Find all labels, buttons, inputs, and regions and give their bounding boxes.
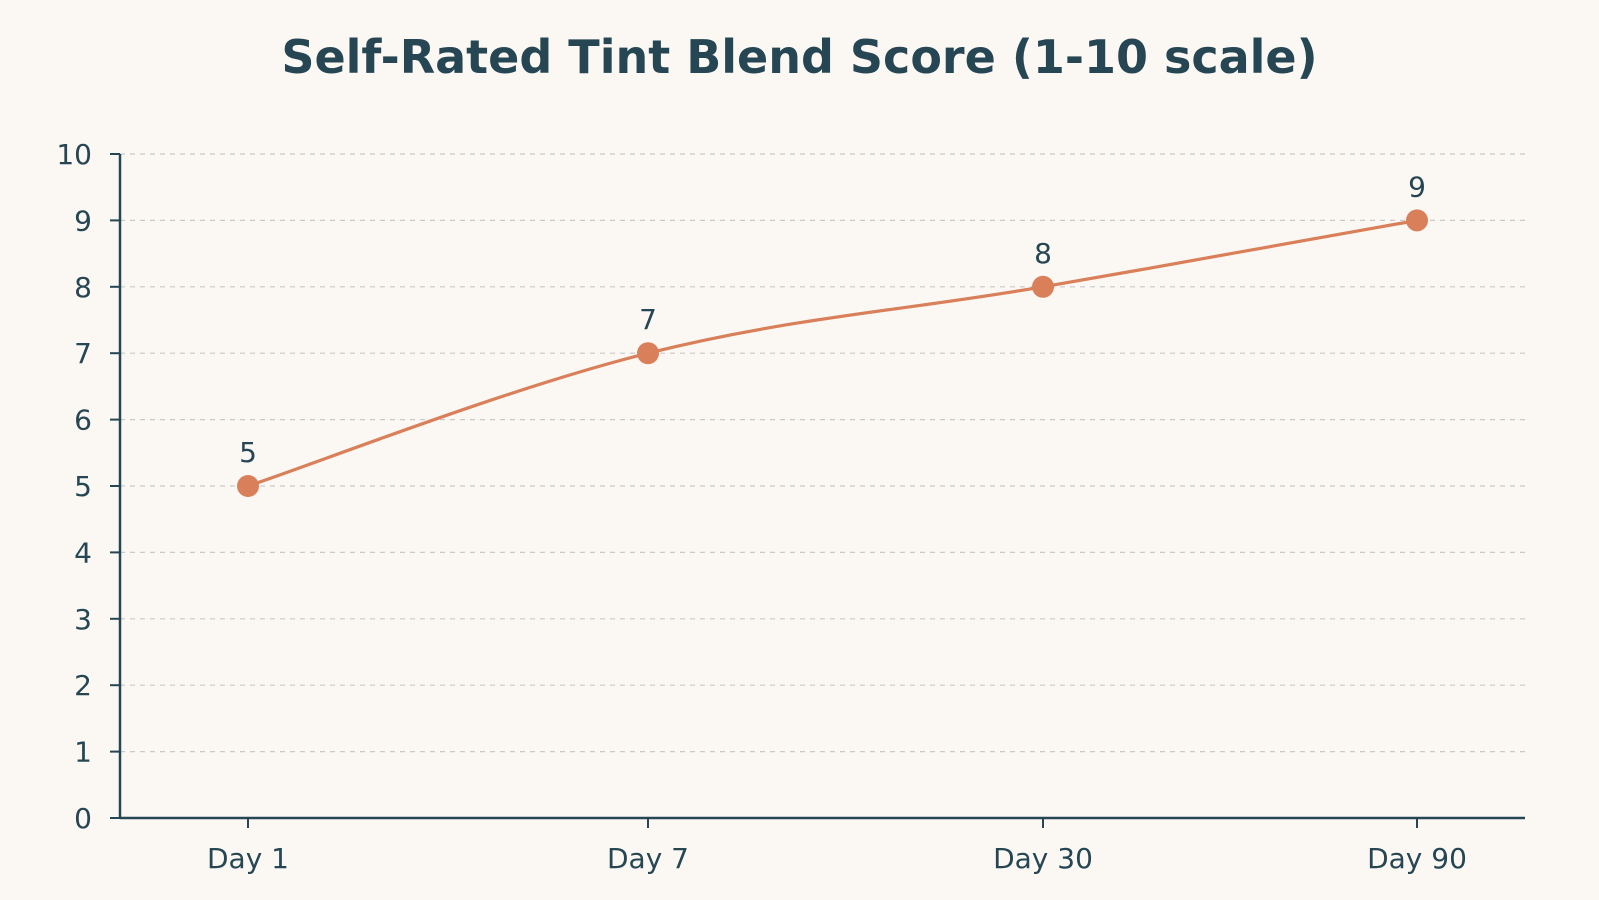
data-point-day-30 bbox=[1032, 275, 1054, 298]
data-label-day-7: 7 bbox=[639, 303, 657, 336]
chart-title: Self-Rated Tint Blend Score (1-10 scale) bbox=[281, 30, 1318, 84]
data-point-day-1 bbox=[237, 475, 259, 497]
data-label-day-1: 5 bbox=[239, 436, 257, 469]
axis-layer: 0 1 2 3 4 5 6 7 8 9 10 Day 1 Day 7 Day 30 Day 90 bbox=[56, 138, 1525, 875]
data-label-day-90: 9 bbox=[1408, 170, 1426, 203]
y-tick-label-5: 5 bbox=[74, 470, 92, 503]
data-label-day-30: 8 bbox=[1034, 237, 1052, 270]
data-point-day-90 bbox=[1406, 209, 1428, 232]
data-point-day-7 bbox=[637, 342, 659, 365]
label-layer: 5 7 8 9 bbox=[239, 170, 1426, 469]
grid-layer bbox=[120, 153, 1525, 753]
y-tick-label-10: 10 bbox=[56, 138, 92, 171]
y-tick-label-3: 3 bbox=[74, 603, 92, 636]
series-layer bbox=[237, 209, 1428, 497]
y-tick-label-6: 6 bbox=[74, 404, 92, 437]
y-tick-label-9: 9 bbox=[74, 204, 92, 237]
y-tick-label-7: 7 bbox=[74, 337, 92, 370]
y-tick-label-2: 2 bbox=[74, 669, 92, 702]
series-line bbox=[246, 218, 1419, 488]
y-tick-label-1: 1 bbox=[74, 736, 92, 769]
x-tick-label-3: Day 30 bbox=[993, 842, 1093, 875]
x-tick-label-1: Day 1 bbox=[207, 842, 289, 875]
y-tick-label-8: 8 bbox=[74, 271, 92, 304]
y-tick-label-0: 0 bbox=[74, 802, 92, 835]
x-tick-label-2: Day 7 bbox=[607, 842, 689, 875]
y-tick-label-4: 4 bbox=[74, 536, 92, 569]
x-tick-label-4: Day 90 bbox=[1367, 842, 1467, 875]
